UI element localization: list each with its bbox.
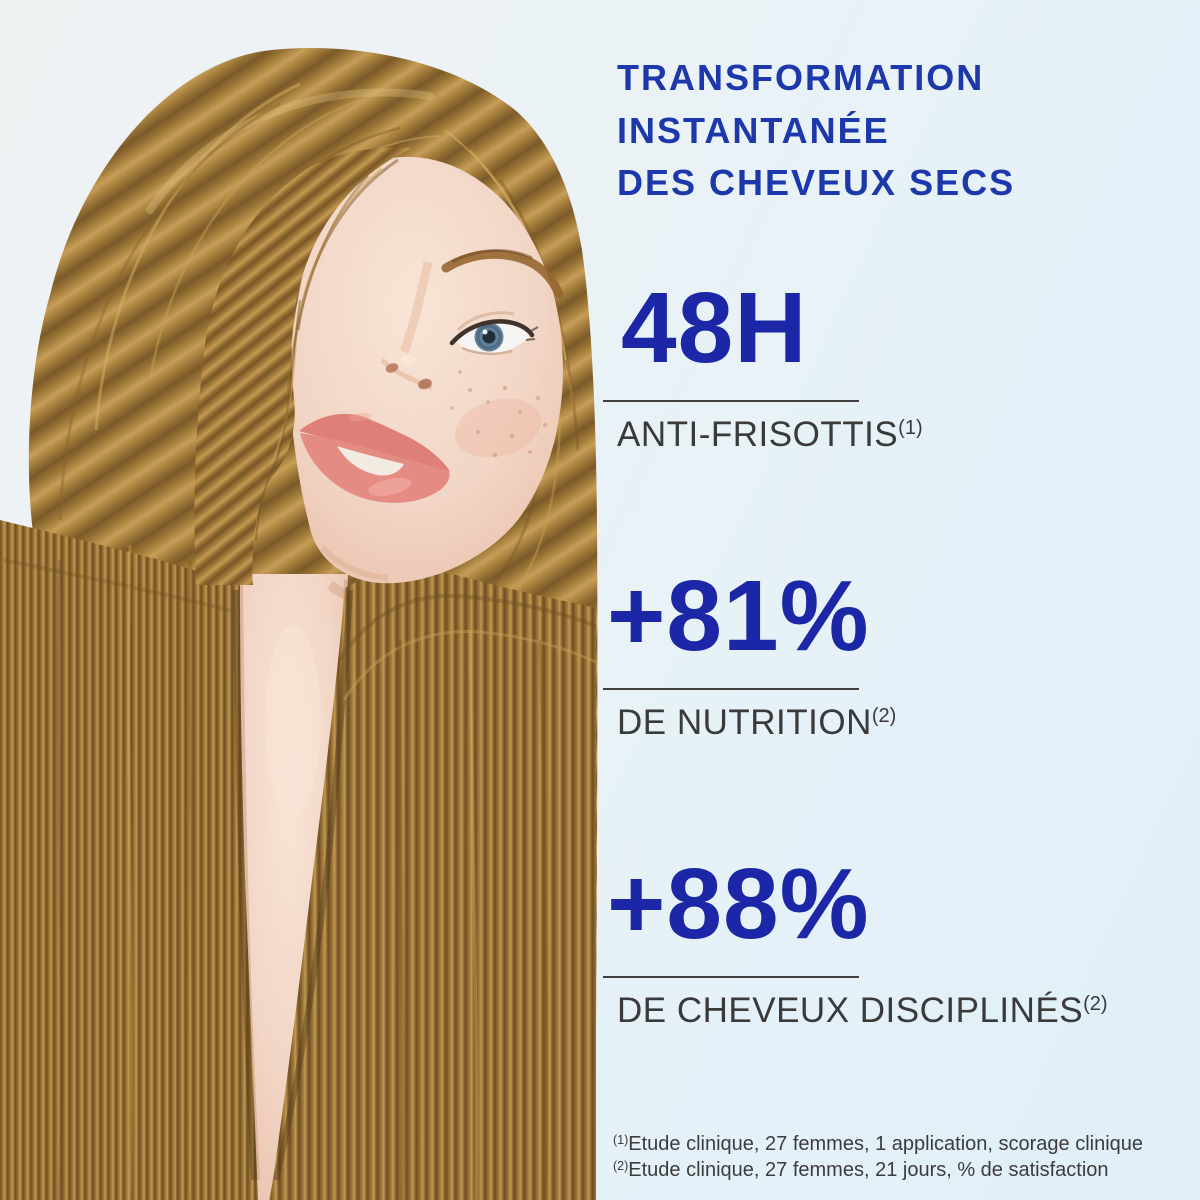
- stat-label: DE CHEVEUX DISCIPLINÉS(2): [617, 990, 1177, 1032]
- headline: TRANSFORMATION INSTANTANÉE DES CHEVEUX S…: [617, 52, 1177, 210]
- stat-anti-frisottis: 48H ANTI-FRISOTTIS(1): [603, 272, 1177, 456]
- headline-line-1: TRANSFORMATION: [617, 57, 985, 98]
- footnote-text: Etude clinique, 27 femmes, 1 application…: [628, 1133, 1144, 1155]
- footnote-ref: (1): [613, 1133, 629, 1147]
- headline-line-2: INSTANTANÉE: [617, 109, 890, 151]
- footnote-2: (2)Etude clinique, 27 femmes, 21 jours, …: [613, 1159, 1173, 1185]
- stat-label: DE NUTRITION(2): [617, 702, 1177, 744]
- footnotes: (1)Etude clinique, 27 femmes, 1 applicat…: [613, 1133, 1173, 1184]
- stat-label-text: DE CHEVEUX DISCIPLINÉS: [617, 991, 1084, 1030]
- hair-curtains: [0, 520, 597, 1200]
- stat-divider: [603, 976, 859, 978]
- footnote-ref: (2): [1083, 993, 1108, 1015]
- model-photo: [0, 48, 598, 1200]
- headline-line-3: DES CHEVEUX SECS: [617, 162, 1016, 203]
- stat-cheveux-disciplines: +88% DE CHEVEUX DISCIPLINÉS(2): [603, 854, 1177, 1032]
- stat-label: ANTI-FRISOTTIS(1): [617, 414, 1177, 456]
- stat-value: +88%: [607, 848, 870, 960]
- footnote-ref: (2): [871, 705, 897, 727]
- footnote-ref: (1): [898, 417, 923, 439]
- face-illustration: [289, 156, 564, 584]
- stat-value: 48H: [621, 272, 808, 384]
- footnote-ref: (2): [613, 1158, 629, 1173]
- stat-label-text: DE NUTRITION: [617, 703, 872, 742]
- stat-divider: [603, 688, 859, 690]
- hair-front-lock: [194, 147, 412, 586]
- stat-label-text: ANTI-FRISOTTIS: [617, 415, 899, 454]
- footnote-text: Etude clinique, 27 femmes, 21 jours, % d…: [628, 1158, 1109, 1181]
- footnote-1: (1)Etude clinique, 27 femmes, 1 applicat…: [613, 1133, 1173, 1159]
- stat-divider: [603, 400, 859, 402]
- stat-value: +81%: [607, 560, 870, 672]
- stat-nutrition: +81% DE NUTRITION(2): [603, 566, 1177, 744]
